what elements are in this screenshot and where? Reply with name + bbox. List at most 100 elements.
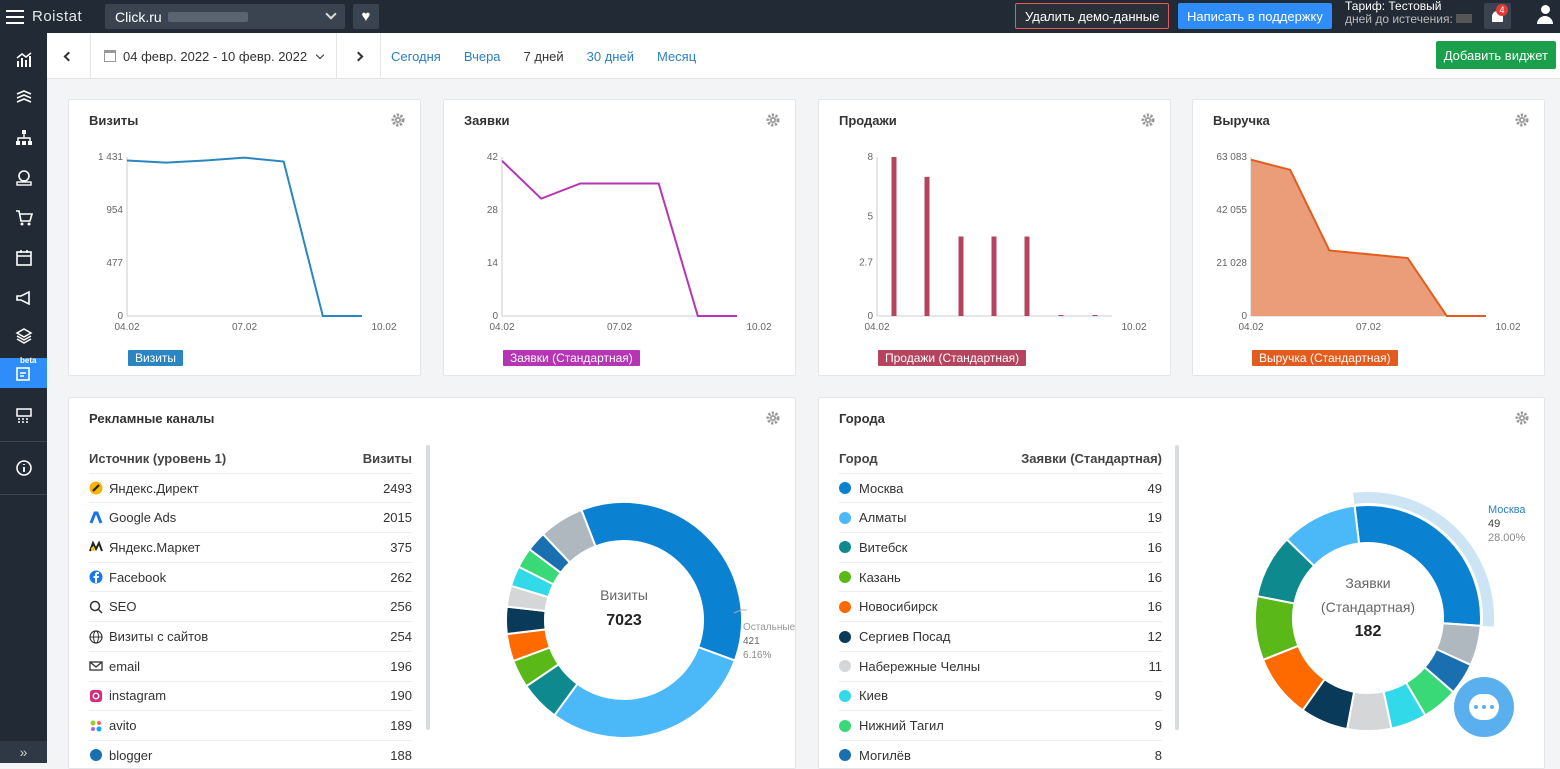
donut-tooltip-pct: 28.00%	[1488, 532, 1526, 544]
y-tick-label: 21 028	[1216, 258, 1247, 269]
money-icon[interactable]	[0, 163, 47, 193]
expand-sidebar-icon[interactable]: »	[0, 741, 47, 763]
row-value: 49	[1147, 480, 1162, 496]
support-button[interactable]: Написать в поддержку	[1178, 3, 1332, 29]
notifications-button[interactable]: 4	[1484, 3, 1511, 29]
table-row[interactable]: Нижний Тагил 9	[839, 711, 1162, 741]
tariff-days-label: дней до истечения:	[1345, 12, 1453, 26]
tariff-info[interactable]: Тариф: Тестовый дней до истечения:	[1345, 0, 1472, 26]
row-name: Казань	[839, 570, 901, 585]
table-row[interactable]: Киев 9	[839, 682, 1162, 712]
gear-icon[interactable]	[1514, 410, 1530, 426]
preset-30-days[interactable]: 30 дней	[586, 48, 634, 64]
table-row[interactable]: instagram 190	[89, 682, 412, 712]
table-row[interactable]: avito 189	[89, 711, 412, 741]
yandex-direct-icon	[89, 481, 103, 495]
table-row[interactable]: email 196	[89, 652, 412, 682]
preset-month[interactable]: Месяц	[656, 48, 697, 64]
delete-demo-button[interactable]: Удалить демо-данные	[1015, 3, 1170, 29]
table-row[interactable]: Новосибирск 16	[839, 593, 1162, 623]
row-label: email	[109, 658, 141, 674]
table-row[interactable]: blogger 188	[89, 741, 412, 768]
row-name: Нижний Тагил	[839, 718, 944, 733]
prev-period-button[interactable]	[47, 33, 91, 79]
table-row[interactable]: Казань 16	[839, 563, 1162, 593]
info-icon[interactable]	[0, 453, 47, 483]
table-row[interactable]: Могилёв 8	[839, 741, 1162, 768]
gear-icon[interactable]	[1140, 112, 1156, 128]
brand-logo[interactable]: Roistat	[32, 8, 83, 25]
table-row[interactable]: Сергиев Посад 12	[839, 622, 1162, 652]
chart-legend[interactable]: Визиты	[128, 350, 184, 366]
preset-today[interactable]: Сегодня	[391, 48, 441, 64]
analytics-icon[interactable]	[0, 45, 47, 75]
column-header-visits[interactable]: Визиты	[362, 450, 412, 466]
calendar-icon[interactable]	[0, 243, 47, 273]
table-row[interactable]: Москва 49	[839, 474, 1162, 504]
channels-donut-chart: Визиты 7023 Остальные 421 6.16%	[505, 501, 795, 739]
row-name: email	[89, 659, 140, 674]
dashboard-beta-icon[interactable]: beta	[0, 356, 47, 388]
layers-icon[interactable]	[0, 321, 47, 351]
column-header-leads[interactable]: Заявки (Стандартная)	[1021, 450, 1162, 466]
next-period-button[interactable]	[337, 33, 381, 79]
gear-icon[interactable]	[765, 112, 781, 128]
megaphone-icon[interactable]	[0, 283, 47, 313]
row-name: Киев	[839, 688, 888, 703]
chat-widget-button[interactable]	[1454, 677, 1514, 737]
row-value: 256	[390, 599, 412, 615]
chart-legend[interactable]: Заявки (Стандартная)	[503, 350, 640, 366]
preset-7-days[interactable]: 7 дней	[523, 48, 564, 64]
favorite-heart-icon[interactable]: ♥	[353, 4, 379, 29]
search-icon	[89, 600, 103, 614]
table-row[interactable]: Алматы 19	[839, 503, 1162, 534]
chevron-left-icon	[63, 51, 74, 61]
date-range-picker[interactable]: 04 февр. 2022 - 10 февр. 2022	[92, 33, 337, 79]
chart-legend[interactable]: Продажи (Стандартная)	[878, 350, 1027, 366]
structure-icon[interactable]	[0, 123, 47, 153]
revenue-area	[1251, 159, 1486, 316]
sales-bar	[1024, 236, 1030, 316]
y-tick-label: 0	[867, 311, 873, 322]
row-label: Могилёв	[859, 747, 911, 763]
row-value: 254	[390, 629, 412, 645]
gear-icon[interactable]	[1514, 112, 1530, 128]
y-tick-label: 0	[117, 311, 123, 322]
table-scrollbar[interactable]	[426, 445, 430, 730]
table-row[interactable]: Яндекс.Маркет 375	[89, 533, 412, 563]
project-selector[interactable]: Click.ru	[105, 4, 345, 29]
table-row[interactable]: Набережные Челны 11	[839, 652, 1162, 682]
table-row[interactable]: Витебск 16	[839, 533, 1162, 563]
funnel-icon[interactable]	[0, 83, 47, 113]
donut-center-value: 7023	[606, 612, 642, 629]
preset-yesterday[interactable]: Вчера	[463, 48, 501, 64]
beta-badge: beta	[20, 356, 37, 365]
x-tick-label: 04.02	[114, 322, 139, 333]
table-row[interactable]: Визиты с сайтов 254	[89, 622, 412, 652]
chart-legend[interactable]: Выручка (Стандартная)	[1252, 350, 1398, 366]
table-row[interactable]: Google Ads 2015	[89, 503, 412, 534]
tariff-days-masked	[1455, 14, 1472, 23]
row-name: Яндекс.Директ	[89, 481, 199, 496]
reports-icon[interactable]	[0, 400, 47, 430]
gear-icon[interactable]	[765, 410, 781, 426]
y-tick-label: 14	[487, 258, 499, 269]
cart-icon[interactable]	[0, 203, 47, 233]
add-widget-button[interactable]: Добавить виджет	[1435, 41, 1556, 69]
donut-callout-value: 421	[743, 636, 760, 647]
donut-callout-pct: 6.16%	[743, 650, 771, 661]
row-name: blogger	[89, 748, 152, 763]
sales-bar	[1058, 315, 1064, 316]
table-row[interactable]: Яндекс.Директ 2493	[89, 474, 412, 504]
column-header-source[interactable]: Источник (уровень 1)	[89, 450, 227, 466]
gear-icon[interactable]	[390, 112, 406, 128]
table-scrollbar[interactable]	[1175, 445, 1179, 730]
color-dot-icon	[839, 571, 851, 584]
table-row[interactable]: Facebook 262	[89, 563, 412, 593]
menu-icon[interactable]	[6, 9, 24, 24]
column-header-city[interactable]: Город	[839, 450, 878, 466]
user-icon[interactable]	[1535, 5, 1555, 27]
donut-center-label: Визиты	[600, 587, 648, 603]
table-row[interactable]: SEO 256	[89, 593, 412, 623]
row-value: 188	[390, 747, 412, 763]
